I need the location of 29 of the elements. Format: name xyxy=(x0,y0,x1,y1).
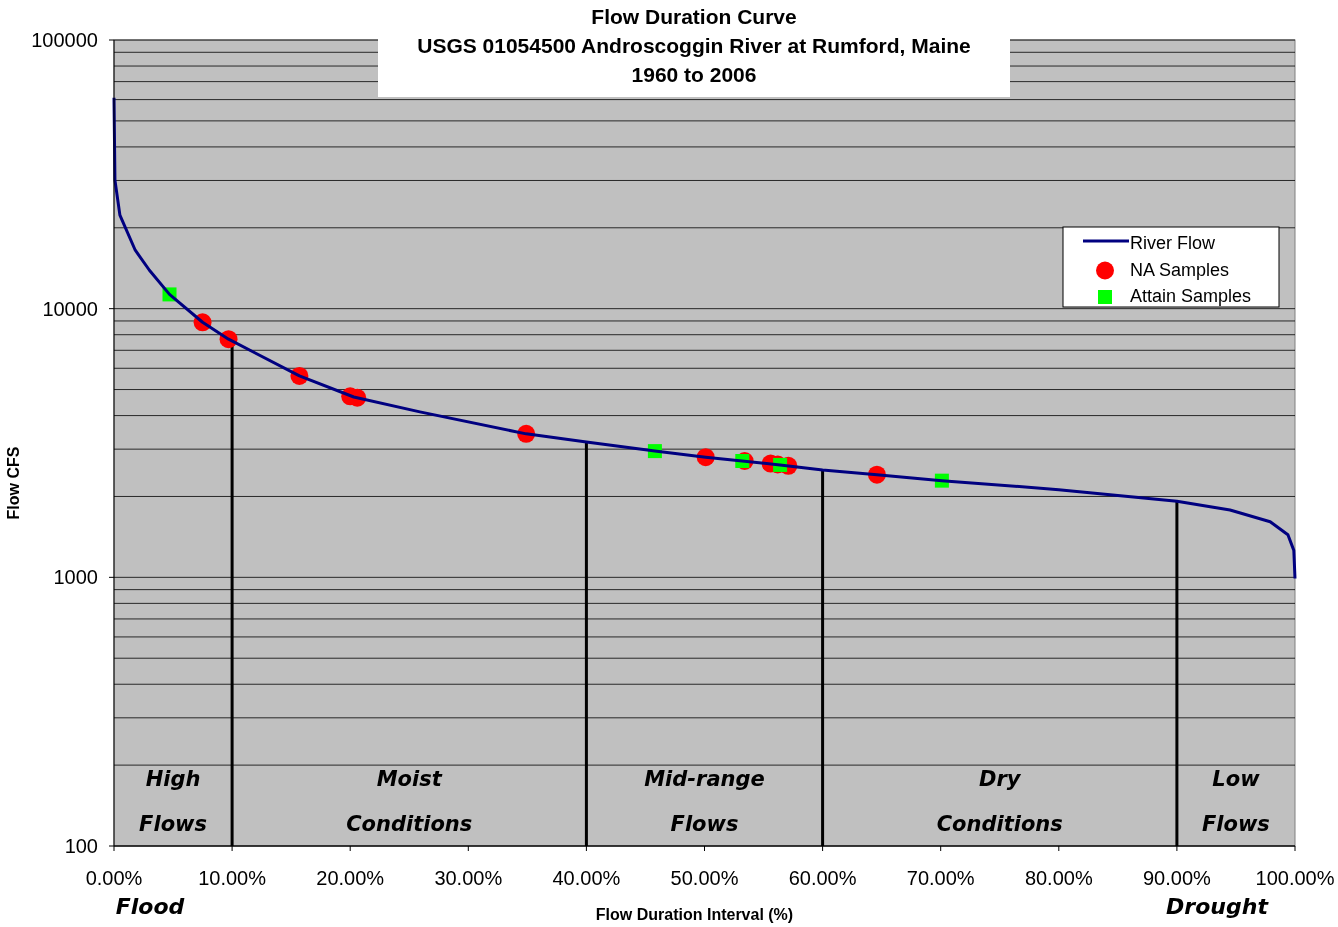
chart-title: Flow Duration Curve xyxy=(591,5,797,28)
x-tick-label: 30.00% xyxy=(434,867,503,889)
annotation: Dry Conditions xyxy=(936,767,1063,836)
x-tick-label: 10.00% xyxy=(198,867,267,889)
annotation: High Flows xyxy=(139,767,207,836)
y-tick-label: 100000 xyxy=(31,29,98,51)
x-tick-label: 100.00% xyxy=(1255,867,1335,889)
x-tick-label: 60.00% xyxy=(788,867,857,889)
x-tick-label: 80.00% xyxy=(1024,867,1093,889)
text: Drought xyxy=(1166,894,1270,919)
y-tick-label: 1000 xyxy=(53,566,98,589)
legend-label: Attain Samples xyxy=(1130,286,1252,306)
x-tick-label: 40.00% xyxy=(552,867,621,889)
y-tick-label: 100 xyxy=(64,835,98,857)
annotation: Low Flows xyxy=(1202,767,1270,836)
y-axis-title: Flow CFS xyxy=(5,446,22,520)
annotation: Moist Conditions xyxy=(346,767,473,836)
annotation: Mid-range Flows xyxy=(644,767,765,836)
x-tick-label: 70.00% xyxy=(906,867,975,889)
legend-label: NA Samples xyxy=(1130,259,1230,280)
y-tick-label: 10000 xyxy=(42,297,98,320)
x-tick-label: 50.00% xyxy=(670,867,739,889)
x-tick-label: 20.00% xyxy=(316,867,385,889)
legend-label: River Flow xyxy=(1130,233,1217,253)
x-axis-title: Flow Duration Interval (%) xyxy=(595,906,794,923)
chart-subtitle: USGS 01054500 Androscoggin River at Rumford, Maine 1960 to 2006 xyxy=(417,34,971,86)
x-tick-label: 90.00% xyxy=(1142,867,1212,889)
x-tick-label: 0.00% xyxy=(85,867,143,889)
text: Flood xyxy=(115,894,185,919)
